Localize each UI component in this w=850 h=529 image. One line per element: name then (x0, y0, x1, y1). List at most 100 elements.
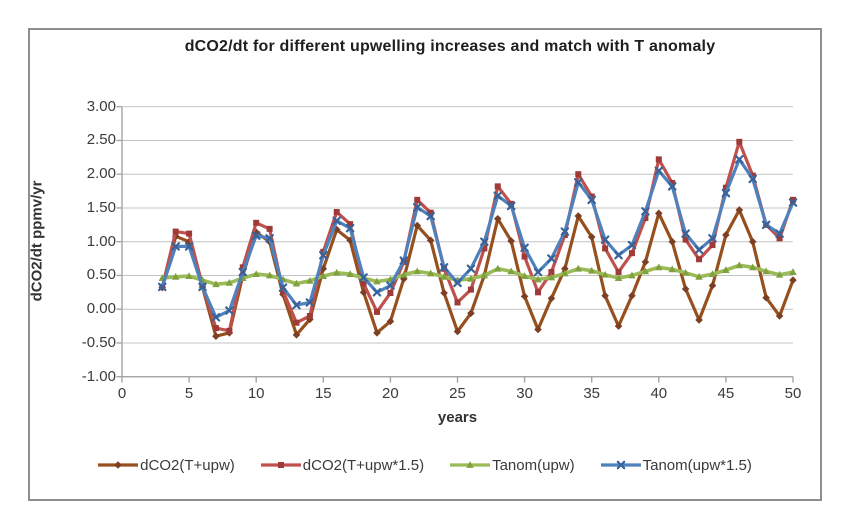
y-tick-label: 2.00 (86, 165, 116, 183)
series-marker-2 (762, 267, 770, 275)
series-marker-3 (372, 288, 382, 297)
series-marker-1 (212, 325, 219, 332)
series-marker-2 (480, 271, 489, 279)
series-marker-3 (466, 264, 476, 273)
series-marker-3 (184, 242, 194, 251)
series-marker-2 (225, 278, 234, 286)
series-marker-2 (588, 266, 596, 274)
legend-label: dCO2(T+upw) (140, 456, 235, 474)
chart-title: dCO2/dt for different upwelling increase… (184, 38, 716, 55)
series-marker-2 (292, 279, 301, 287)
x-tick-label: 50 (784, 385, 802, 402)
series-marker-0 (346, 236, 354, 245)
series-marker-3 (735, 155, 744, 164)
legend-label: Tanom(upw) (492, 456, 575, 474)
series-marker-0 (789, 276, 797, 284)
x-tick-label: 40 (650, 385, 668, 402)
series-marker-1 (736, 138, 743, 145)
series-marker-0 (507, 237, 515, 245)
series-marker-0 (467, 309, 475, 318)
x-tick-label: 15 (314, 385, 332, 402)
series-marker-2 (520, 272, 529, 280)
series-marker-1 (333, 209, 340, 215)
legend-marker-icon (277, 462, 284, 468)
series-marker-0 (319, 264, 328, 273)
series-marker-0 (547, 294, 556, 303)
series-marker-0 (614, 322, 623, 330)
series-marker-0 (574, 212, 583, 220)
series-marker-0 (413, 221, 422, 230)
series-marker-3 (681, 229, 690, 238)
x-tick-label: 30 (516, 385, 533, 402)
series-marker-2 (789, 268, 797, 275)
series-marker-2 (681, 268, 690, 276)
series-marker-2 (708, 270, 717, 277)
series-marker-3 (641, 207, 650, 216)
legend-marker-icon (466, 461, 474, 468)
series-marker-3 (251, 231, 261, 240)
series-marker-3 (292, 300, 301, 310)
series-marker-2 (534, 275, 542, 283)
x-tick-label: 0 (117, 385, 127, 402)
series-marker-0 (775, 312, 784, 320)
x-tick-label: 5 (184, 385, 194, 402)
series-marker-2 (426, 269, 435, 277)
series-marker-2 (373, 277, 381, 285)
series-marker-2 (333, 268, 341, 276)
series-marker-0 (373, 329, 381, 337)
series-marker-1 (696, 256, 703, 263)
series-marker-1 (253, 219, 260, 226)
series-marker-3 (560, 227, 570, 236)
series-marker-1 (454, 299, 461, 306)
legend: dCO2(T+upw) dCO2(T+upw*1.5) Tanom(upw) Tano… (0, 452, 850, 478)
series-marker-3 (225, 306, 234, 315)
legend-swatch-icon (98, 461, 139, 469)
series-marker-0 (695, 316, 703, 324)
series-marker-1 (266, 225, 273, 232)
series-marker-1 (776, 235, 783, 242)
series-marker-2 (494, 264, 502, 272)
series-marker-1 (387, 290, 394, 296)
series-marker-2 (574, 264, 582, 272)
series-marker-0 (493, 214, 502, 223)
series-marker-1 (481, 245, 488, 252)
series-marker-2 (306, 276, 314, 284)
series-marker-3 (157, 282, 167, 292)
series-marker-1 (306, 312, 313, 319)
series-marker-1 (669, 179, 676, 186)
series-marker-3 (614, 250, 623, 260)
y-tick-label: 3.00 (86, 97, 116, 115)
series-marker-3 (412, 202, 422, 212)
series-marker-2 (614, 274, 623, 282)
series-marker-3 (708, 234, 717, 243)
y-tick-label: 1.50 (86, 198, 116, 216)
series-marker-3 (748, 174, 758, 184)
y-tick-label: -1.00 (81, 367, 116, 385)
series-marker-3 (198, 282, 207, 292)
series-marker-1 (709, 242, 716, 249)
legend-swatch-icon (600, 460, 641, 470)
series-marker-2 (749, 263, 757, 271)
legend-marker-icon (114, 461, 122, 469)
legend-label: Tanom(upw*1.5) (642, 456, 752, 474)
x-tick-label: 45 (717, 385, 735, 402)
series-marker-2 (171, 272, 180, 280)
y-tick-label: 1.00 (86, 232, 116, 250)
legend-item-0: dCO2(T+upw) (98, 457, 235, 474)
series-marker-1 (575, 171, 582, 178)
series-marker-2 (641, 267, 650, 275)
series-marker-3 (278, 283, 288, 292)
series-marker-2 (212, 280, 220, 288)
series-marker-0 (601, 291, 609, 300)
x-axis-title: years (437, 409, 478, 426)
series-marker-3 (439, 263, 449, 272)
series-marker-1 (239, 264, 246, 271)
series-marker-3 (520, 243, 529, 253)
series-marker-2 (561, 269, 569, 277)
series-marker-3 (171, 242, 180, 251)
series-marker-0 (762, 293, 770, 302)
series-marker-1 (521, 253, 528, 260)
series-marker-1 (535, 289, 542, 296)
series-marker-2 (467, 274, 475, 282)
series-marker-0 (306, 315, 314, 324)
